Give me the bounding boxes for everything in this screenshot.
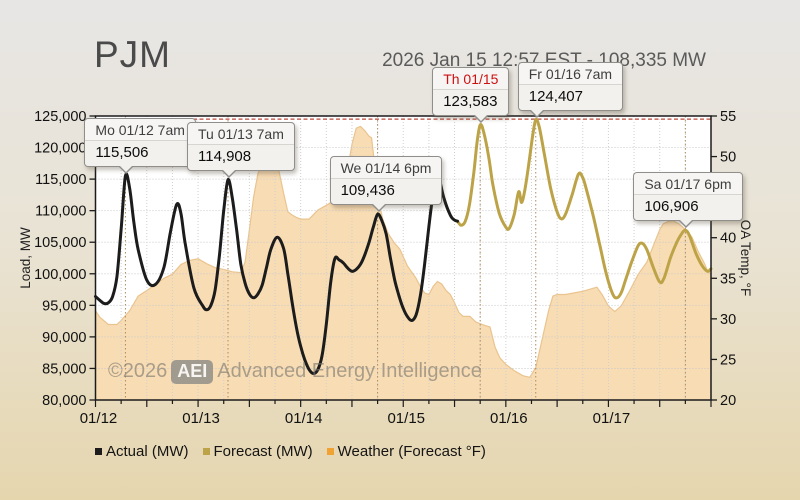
callout-we-01-14-6pm: We 01/14 6pm 109,436 — [329, 156, 443, 213]
svg-text:90,000: 90,000 — [42, 330, 86, 346]
callout-title: We 01/14 6pm — [330, 157, 442, 180]
callout-fr-01-16-7am: Fr 01/16 7am 124,407 — [517, 61, 624, 118]
callout-value: 115,506 — [85, 140, 195, 166]
callout-value: 109,436 — [330, 179, 442, 205]
callout-sa-01-17-6pm: Sa 01/17 6pm 106,906 — [633, 172, 743, 229]
y-left-axis-title: Load, MW — [18, 227, 33, 289]
watermark: ©2026 AEI Advanced Energy Intelligence — [108, 360, 482, 384]
legend-label: Forecast (MW) — [213, 443, 313, 460]
callout-pointer-fill — [679, 219, 694, 227]
watermark-copyright: ©2026 — [108, 360, 168, 382]
legend-item-weather[interactable]: Weather (Forecast °F) — [326, 443, 486, 460]
callout-value: 124,407 — [518, 84, 623, 110]
svg-text:30: 30 — [720, 312, 736, 328]
legend-swatch-icon — [202, 448, 210, 455]
callout-title: Tu 01/13 7am — [188, 122, 294, 145]
legend-swatch-icon — [326, 448, 334, 455]
callout-pointer-fill — [222, 168, 236, 176]
chart-legend: Actual (MW) Forecast (MW) Weather (Forecas… — [95, 443, 486, 460]
forecast-line-series — [456, 117, 713, 300]
callout-tu-01-13-7am: Tu 01/13 7am 114,908 — [187, 121, 295, 178]
svg-text:50: 50 — [720, 150, 736, 166]
svg-text:105,000: 105,000 — [34, 235, 86, 251]
legend-item-actual[interactable]: Actual (MW) — [95, 443, 189, 460]
callout-title: Fr 01/16 7am — [518, 62, 623, 85]
svg-text:01/15: 01/15 — [387, 410, 425, 427]
callout-th-01-15: Th 01/15 123,583 — [432, 66, 510, 123]
svg-text:120,000: 120,000 — [34, 141, 86, 157]
svg-text:95,000: 95,000 — [42, 298, 86, 314]
annotation-anchor-lines — [124, 116, 686, 400]
svg-text:01/17: 01/17 — [593, 410, 631, 427]
svg-text:115,000: 115,000 — [35, 172, 86, 188]
legend-label: Actual (MW) — [106, 443, 189, 460]
svg-text:100,000: 100,000 — [34, 267, 86, 283]
svg-text:80,000: 80,000 — [42, 393, 86, 409]
svg-text:01/16: 01/16 — [490, 410, 528, 427]
callout-title: Th 01/15 — [433, 67, 509, 90]
legend-swatch-icon — [95, 448, 102, 455]
callout-pointer-fill — [529, 108, 544, 116]
callout-value: 106,906 — [634, 195, 742, 221]
callout-value: 114,908 — [188, 144, 294, 170]
callout-pointer-fill — [474, 113, 489, 121]
svg-text:125,000: 125,000 — [34, 109, 86, 125]
svg-text:55: 55 — [720, 109, 736, 125]
actual-line-series — [94, 172, 459, 375]
y-right-axis-title: OA Temp, °F — [738, 220, 753, 296]
aei-logo: AEI — [171, 360, 214, 384]
callout-pointer-fill — [371, 203, 386, 211]
svg-text:01/13: 01/13 — [182, 410, 220, 427]
header-datetime-load: 2026 Jan 15 12:57 EST - 108,335 MW — [382, 50, 706, 71]
legend-label: Weather (Forecast °F) — [337, 443, 486, 460]
svg-text:01/14: 01/14 — [285, 410, 323, 427]
svg-text:40: 40 — [720, 231, 736, 247]
svg-text:25: 25 — [720, 352, 736, 368]
callout-value: 123,583 — [433, 89, 509, 115]
legend-item-forecast[interactable]: Forecast (MW) — [202, 443, 313, 460]
svg-text:110,000: 110,000 — [35, 204, 86, 220]
svg-text:35: 35 — [720, 271, 736, 287]
svg-text:01/12: 01/12 — [80, 410, 118, 427]
callout-title: Mo 01/12 7am — [85, 118, 195, 141]
callout-mo-01-12-7am: Mo 01/12 7am 115,506 — [84, 117, 196, 174]
page-title: PJM — [94, 34, 171, 75]
callout-pointer-fill — [119, 164, 134, 172]
svg-text:85,000: 85,000 — [42, 361, 86, 377]
axis-ticks-and-labels: 80,000 85,000 90,000 95,000 100,000 105,000 11… — [18, 109, 753, 427]
watermark-name: Advanced Energy Intelligence — [217, 360, 482, 382]
svg-text:20: 20 — [720, 393, 736, 409]
callout-title: Sa 01/17 6pm — [634, 173, 742, 196]
